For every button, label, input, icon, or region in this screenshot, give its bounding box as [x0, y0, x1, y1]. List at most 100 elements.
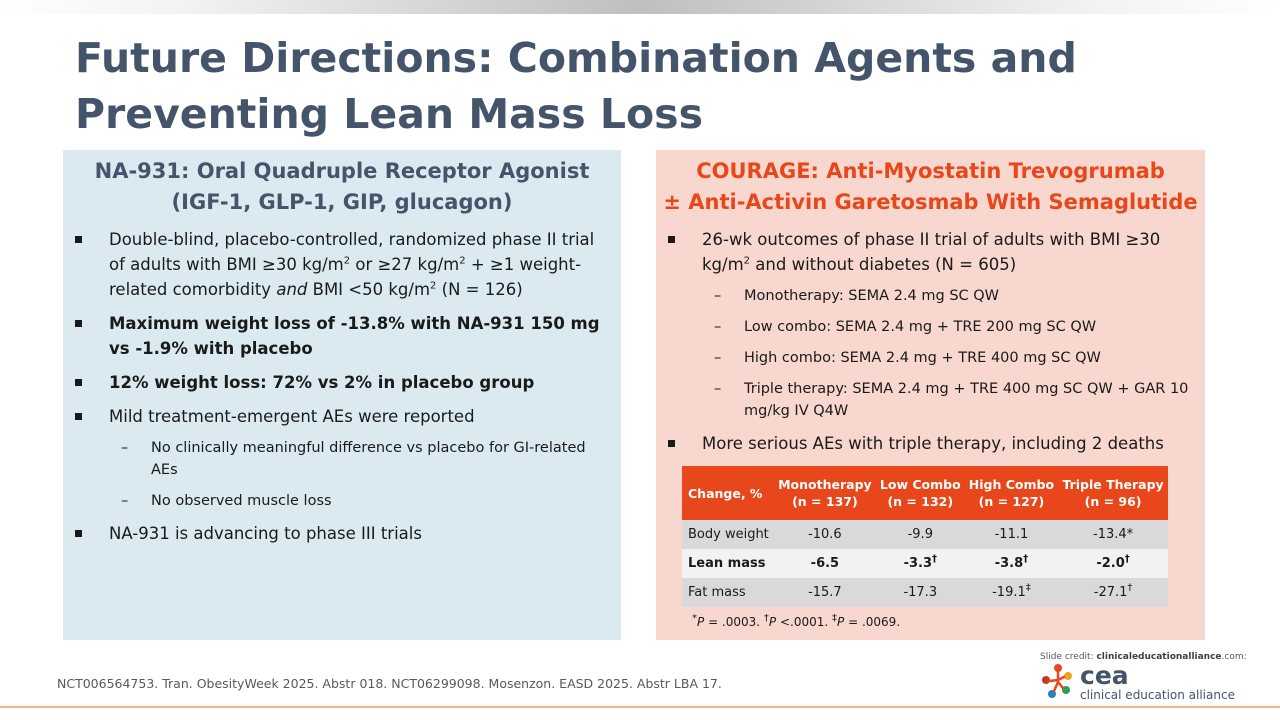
text: Slide credit: — [1040, 652, 1097, 662]
right-sub-item-high: – High combo: SEMA 2.4 mg + TRE 400 mg SC… — [702, 347, 1195, 369]
left-bullet-12pct-weight-loss: 12% weight loss: 72% vs 2% in placebo gr… — [63, 370, 621, 395]
dash-icon: – — [714, 381, 722, 397]
text: (n = 137) — [792, 494, 858, 509]
dash-icon: – — [121, 440, 129, 456]
header-low-combo: Low Combo (n = 132) — [875, 466, 965, 520]
text: -2.0 — [1096, 556, 1125, 571]
header-high-combo: High Combo (n = 127) — [964, 466, 1059, 520]
cea-logo: cea clinical education alliance — [1040, 661, 1235, 704]
slide-title: Future Directions: Combination Agents an… — [75, 34, 1077, 138]
cell-mono: -10.6 — [773, 520, 876, 549]
right-panel-title-line2: ± Anti-Activin Garetosmab With Semagluti… — [663, 190, 1198, 214]
cell-low: -17.3 — [875, 578, 965, 607]
superscript: 2 — [343, 255, 351, 267]
logo-subtitle: clinical education alliance — [1080, 688, 1235, 702]
right-sub-list: – Monotherapy: SEMA 2.4 mg SC QW – Low com… — [702, 285, 1195, 422]
text: Triple Therapy — [1062, 477, 1164, 492]
right-panel-title: COURAGE: Anti-Myostatin Trevogrumab ± An… — [656, 156, 1205, 218]
text: Maximum weight loss of -13.8% with NA-93… — [109, 314, 600, 358]
right-sub-item-mono: – Monotherapy: SEMA 2.4 mg SC QW — [702, 285, 1195, 307]
superscript: 2 — [743, 255, 751, 267]
bullet-square-icon — [668, 236, 675, 243]
text: Low combo: SEMA 2.4 mg + TRE 200 mg SC Q… — [744, 319, 1097, 335]
text: NA-931 is advancing to phase III trials — [109, 524, 422, 543]
cell-high: -3.8† — [964, 549, 1059, 578]
left-sub-item-muscle: – No observed muscle loss — [109, 490, 607, 512]
references: NCT006564753. Tran. ObesityWeek 2025. Ab… — [57, 676, 722, 691]
cell-high: -19.1‡ — [964, 578, 1059, 607]
text: Mild treatment-emergent AEs were reporte… — [109, 407, 475, 426]
cell-mono: -6.5 — [773, 549, 876, 578]
right-panel-title-line1: COURAGE: Anti-Myostatin Trevogrumab — [696, 159, 1165, 183]
table-row: Fat mass -15.7 -17.3 -19.1‡ -27.1† — [682, 578, 1168, 607]
cea-logo-icon — [1042, 664, 1072, 698]
left-panel-title-line1: NA-931: Oral Quadruple Receptor Agonist — [94, 159, 590, 183]
superscript: * — [692, 613, 697, 624]
cell-low: -3.3† — [875, 549, 965, 578]
p-symbol: P — [697, 615, 705, 629]
text: BMI <50 kg/m — [307, 280, 431, 299]
row-label: Body weight — [682, 520, 774, 549]
header-triple-therapy: Triple Therapy (n = 96) — [1058, 466, 1168, 520]
text: Monotherapy — [778, 477, 872, 492]
cell-triple: -13.4* — [1058, 520, 1168, 549]
left-bullet-list: Double-blind, placebo-controlled, random… — [63, 227, 621, 546]
superscript: † — [1124, 553, 1130, 565]
text: (n = 96) — [1084, 494, 1142, 509]
dash-icon: – — [121, 493, 129, 509]
text: -17.3 — [903, 585, 938, 600]
text: Monotherapy: SEMA 2.4 mg SC QW — [744, 288, 1000, 304]
row-label: Fat mass — [682, 578, 774, 607]
superscript: ‡ — [1025, 582, 1031, 594]
text: (n = 132) — [887, 494, 954, 509]
text: -3.3 — [903, 556, 932, 571]
row-label: Lean mass — [682, 549, 774, 578]
cell-low: -9.9 — [875, 520, 965, 549]
text: More serious AEs with triple therapy, in… — [702, 434, 1164, 453]
bullet-square-icon — [75, 379, 82, 386]
header-change: Change, % — [682, 466, 774, 520]
superscript: † — [1023, 553, 1029, 565]
text: -19.1 — [992, 585, 1026, 600]
cell-mono: -15.7 — [773, 578, 876, 607]
right-bullet-outcomes: 26-wk outcomes of phase II trial of adul… — [656, 227, 1205, 422]
bullet-square-icon — [75, 413, 82, 420]
text: + ≥1 weight-related comorbidity — [109, 255, 582, 299]
text: (n = 127) — [978, 494, 1045, 509]
bullet-square-icon — [75, 530, 82, 537]
bullet-square-icon — [75, 320, 82, 327]
text: -13.4* — [1093, 527, 1134, 542]
text: .com: — [1221, 652, 1247, 662]
superscript: † — [1127, 582, 1133, 594]
text: -27.1 — [1093, 585, 1128, 600]
left-bullet-design: Double-blind, placebo-controlled, random… — [63, 227, 621, 302]
text: Double-blind, placebo-controlled, random… — [109, 230, 595, 274]
text: No observed muscle loss — [151, 493, 332, 509]
bottom-rule — [0, 706, 1280, 708]
table-row: Body weight -10.6 -9.9 -11.1 -13.4* — [682, 520, 1168, 549]
table-footnote: *P = .0003. †P <.0001. ‡P = .0069. — [692, 613, 901, 630]
table-row: Lean mass -6.5 -3.3† -3.8† -2.0† — [682, 549, 1168, 578]
text: -3.8 — [994, 556, 1024, 571]
logo-wordmark: cea — [1080, 661, 1129, 690]
p-symbol: P — [768, 615, 777, 629]
cell-triple: -27.1† — [1058, 578, 1168, 607]
dash-icon: – — [714, 319, 722, 335]
right-bullet-list: 26-wk outcomes of phase II trial of adul… — [656, 227, 1205, 456]
text: Low Combo — [879, 477, 961, 492]
text: and without diabetes (N = 605) — [750, 255, 1017, 274]
table-header-row: Change, % Monotherapy (n = 137) Low Combo… — [682, 466, 1168, 520]
emphasis: and — [276, 280, 308, 299]
cell-triple: -2.0† — [1058, 549, 1168, 578]
text: No clinically meaningful difference vs p… — [151, 440, 586, 478]
left-panel-title: NA-931: Oral Quadruple Receptor Agonist … — [63, 156, 621, 218]
text: (N = 126) — [436, 280, 523, 299]
credit-site: clinicaleducationalliance — [1096, 652, 1222, 662]
text: -9.9 — [907, 527, 933, 542]
left-panel-title-line2: (IGF-1, GLP-1, GIP, glucagon) — [171, 190, 513, 214]
left-bullet-phase3: NA-931 is advancing to phase III trials — [63, 521, 621, 546]
text: 26-wk outcomes of phase II trial of adul… — [702, 230, 1161, 274]
p-symbol: P — [837, 615, 845, 629]
superscript: ‡ — [832, 613, 838, 624]
text: = .0069. — [844, 615, 901, 629]
